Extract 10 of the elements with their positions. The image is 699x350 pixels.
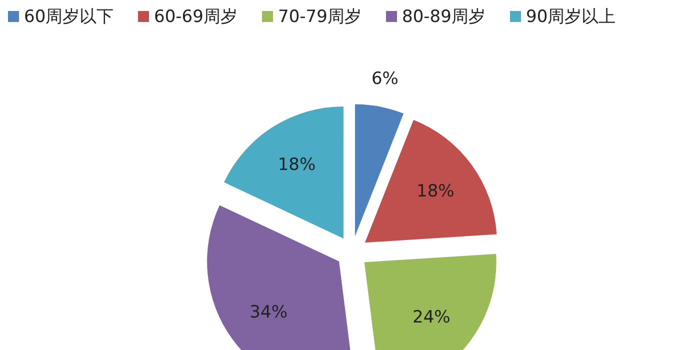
legend-label: 60-69周岁 [154,7,238,27]
legend-label: 80-89周岁 [402,7,486,27]
legend-label: 90周岁以上 [526,7,616,27]
legend-label: 70-79周岁 [278,7,362,27]
data-label: 6% [371,69,398,90]
data-label: 24% [412,308,450,328]
legend-label: 60周岁以下 [24,7,114,27]
data-label: 18% [416,181,454,202]
data-label: 18% [278,154,316,175]
data-label: 34% [250,302,288,323]
